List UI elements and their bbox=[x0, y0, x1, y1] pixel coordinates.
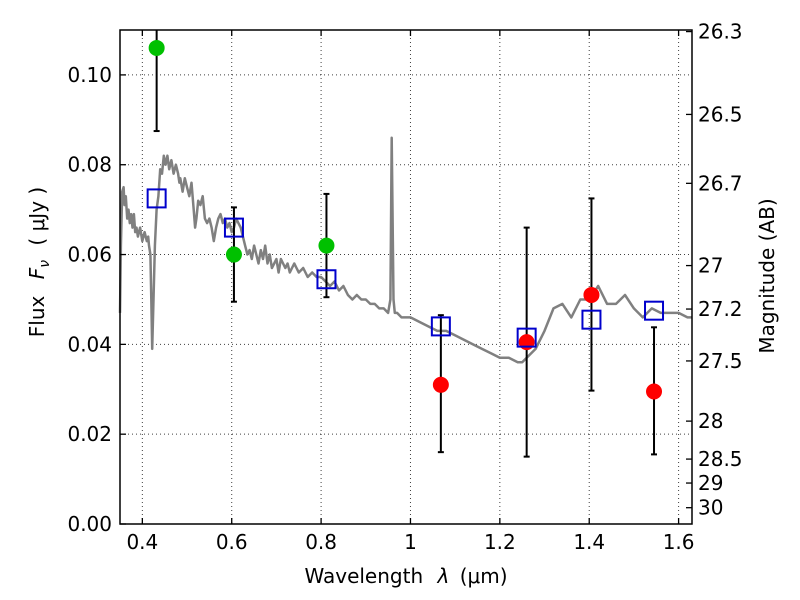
mag-tick-label: 26.7 bbox=[698, 171, 743, 195]
model-photometry-layer bbox=[146, 188, 665, 348]
grid-layer bbox=[120, 30, 692, 525]
x-axis-label: Wavelength λ (μm) bbox=[304, 564, 507, 588]
mag-tick-label: 28.5 bbox=[698, 447, 743, 471]
y-tick-label: 0.04 bbox=[67, 332, 112, 356]
data-point bbox=[646, 383, 663, 400]
y2-axis-label: Magnitude (AB) bbox=[755, 198, 779, 353]
model-photometry-square bbox=[644, 300, 665, 321]
y-tick-label: 0.02 bbox=[67, 422, 112, 446]
mag-tick-label: 27.2 bbox=[698, 297, 743, 321]
y-tick-label: 0.00 bbox=[67, 512, 112, 536]
mag-tick-label: 26.3 bbox=[698, 20, 743, 44]
data-point bbox=[318, 237, 335, 254]
y-tick-label: 0.08 bbox=[67, 153, 112, 177]
model-photometry-square bbox=[316, 269, 337, 290]
model-photometry-square bbox=[146, 188, 167, 209]
mag-tick-label: 29 bbox=[698, 471, 723, 495]
tick-layer bbox=[120, 30, 692, 525]
mag-tick-label: 28 bbox=[698, 409, 723, 433]
x-tick-label: 1.2 bbox=[484, 530, 516, 554]
model-sed-line bbox=[118, 136, 692, 364]
plot-frame bbox=[119, 29, 693, 525]
data-point bbox=[148, 39, 165, 56]
y-axis-label-subscript: ν bbox=[37, 260, 53, 268]
data-point bbox=[583, 286, 600, 303]
x-tick-label: 0.6 bbox=[216, 530, 248, 554]
y-axis-label-unit: ( μJy ) bbox=[25, 187, 49, 246]
mag-tick-label: 26.5 bbox=[698, 102, 743, 126]
data-point bbox=[432, 376, 449, 393]
mag-tick-label: 30 bbox=[698, 496, 723, 520]
y-axis-label-symbol: F bbox=[25, 267, 49, 279]
x-axis-label-symbol: λ bbox=[437, 564, 450, 588]
error-bar-layer bbox=[153, 30, 658, 458]
model-photometry-square bbox=[223, 217, 244, 238]
x-tick-label: 1.6 bbox=[663, 530, 695, 554]
model-photometry-square bbox=[516, 327, 537, 348]
data-point-layer bbox=[148, 39, 663, 400]
model-photometry-square bbox=[581, 309, 602, 330]
x-tick-label: 0.4 bbox=[126, 530, 158, 554]
y-axis-label-prefix: Flux bbox=[25, 295, 49, 337]
x-axis-label-unit: (μm) bbox=[460, 564, 508, 588]
y-tick-label: 0.06 bbox=[67, 243, 112, 267]
x-tick-label: 1.4 bbox=[573, 530, 605, 554]
x-axis-label-text: Wavelength bbox=[304, 564, 423, 588]
x-tick-label: 1 bbox=[404, 530, 417, 554]
y-tick-label: 0.10 bbox=[67, 63, 112, 87]
tick-label-layer: 0.4 0.6 0.8 1 1.2 1.4 1.6 0.00 0.02 0.04 0.06 0.08 0… bbox=[67, 20, 742, 554]
mag-tick-label: 27 bbox=[698, 254, 723, 278]
x-tick-label: 0.8 bbox=[305, 530, 337, 554]
mag-tick-label: 27.5 bbox=[698, 349, 743, 373]
y-axis-label: Flux Fν ( μJy ) bbox=[25, 187, 54, 337]
data-point bbox=[225, 246, 242, 263]
model-curve-layer bbox=[118, 136, 692, 364]
model-photometry-square bbox=[430, 316, 451, 337]
